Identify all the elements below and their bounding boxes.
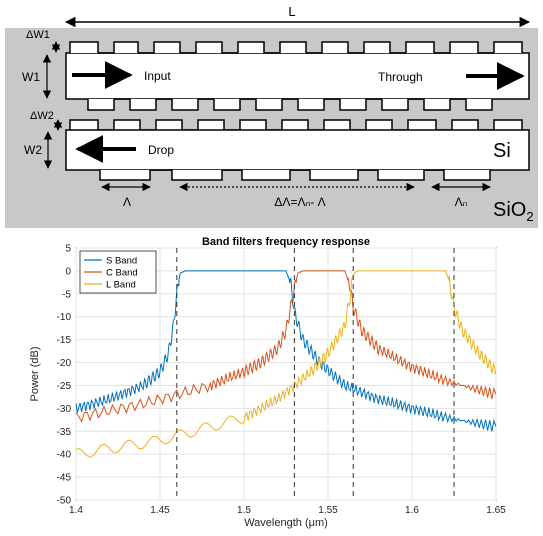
dw2-label: ΔW2	[30, 110, 54, 122]
y-tick-label: -25	[57, 381, 72, 392]
series-line-s-band	[75, 270, 497, 432]
through-label: Through	[378, 70, 423, 84]
band-edge-lines	[176, 248, 455, 500]
x-tick-label: 1.55	[318, 505, 338, 516]
drop-label: Drop	[148, 143, 174, 157]
cladding-label: SiO2	[493, 199, 534, 224]
y-tick-label: -40	[57, 450, 72, 461]
legend-entry: L Band	[106, 280, 136, 291]
si-label: Si	[493, 140, 511, 162]
y-tick-label: 0	[65, 266, 71, 277]
x-tick-label: 1.65	[486, 505, 506, 516]
y-axis-label: Power (dB)	[29, 346, 41, 401]
period-n-label: Λₙ	[455, 195, 468, 209]
y-tick-label: -50	[57, 496, 72, 507]
bottom-waveguide-top-corrugation	[69, 119, 523, 131]
legend-entry: C Band	[106, 268, 138, 279]
top-waveguide-corrugation	[69, 41, 523, 54]
x-axis-label: Wavelength (μm)	[244, 517, 328, 529]
w2-label: W2	[24, 143, 42, 157]
y-tick-label: -20	[57, 358, 72, 369]
axis-ticks: 1.4 1.45 1.5 1.55 1.6 1.65 5 0 -5 -10 -15 -20 -25 -30…	[57, 244, 507, 517]
y-tick-label: -45	[57, 473, 72, 484]
grid	[75, 247, 497, 501]
input-label: Input	[144, 69, 171, 83]
y-tick-label: -35	[57, 427, 72, 438]
dw1-label: ΔW1	[26, 29, 50, 41]
x-tick-label: 1.5	[237, 505, 251, 516]
delta-period-label: ΔΛ=Λₙ- Λ	[274, 195, 325, 209]
series-lines	[75, 270, 497, 458]
period-label: Λ	[123, 195, 131, 209]
top-waveguide-bottom-corrugation	[87, 98, 493, 111]
y-tick-label: -15	[57, 335, 72, 346]
series-line-l-band	[75, 270, 497, 458]
length-label: L	[288, 4, 295, 19]
x-tick-label: 1.6	[405, 505, 419, 516]
series-line-c-band	[75, 270, 497, 423]
x-tick-label: 1.45	[150, 505, 170, 516]
y-tick-label: 5	[65, 244, 71, 255]
chart-title: Band filters frequency response	[202, 236, 370, 248]
x-tick-label: 1.4	[69, 505, 83, 516]
bottom-waveguide-bottom-corrugation	[99, 169, 491, 181]
w1-label: W1	[22, 70, 40, 84]
y-tick-label: -5	[62, 289, 71, 300]
y-tick-label: -10	[57, 312, 72, 323]
band-filters-chart: Band filters frequency response 1.4 1.45 1…	[29, 236, 507, 529]
filter-device-diagram: L ΔW1 W1 Input Through ΔW2 W2 Drop Si Λ …	[5, 4, 538, 228]
legend-entry: S Band	[106, 256, 137, 267]
y-tick-label: -30	[57, 404, 72, 415]
